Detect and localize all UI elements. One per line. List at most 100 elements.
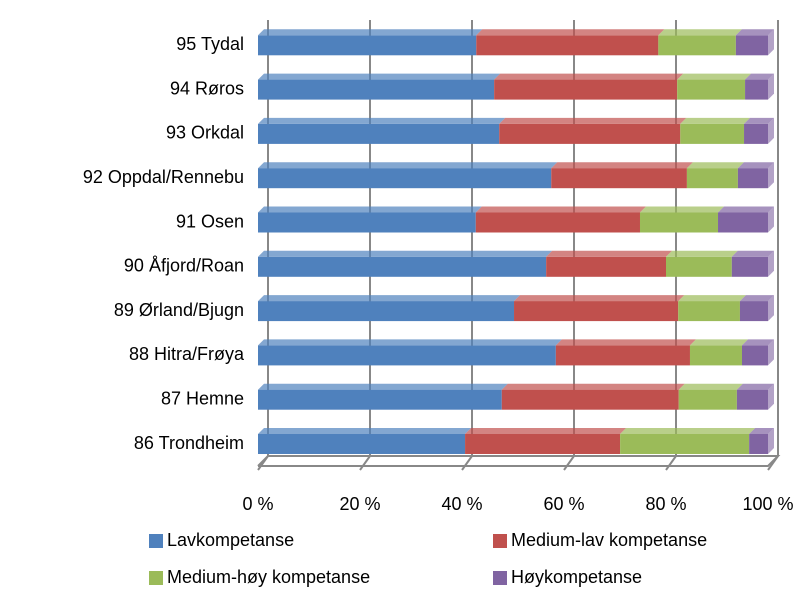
bar-top [499,117,687,124]
bar-segment [475,212,640,233]
bar-segment [494,79,678,100]
y-tick-label: 88 Hitra/Frøya [129,344,245,364]
bar-top [686,162,744,169]
bar-top [514,295,685,302]
legend-swatch [149,571,163,585]
tick-mark [257,455,269,471]
bar-segment [745,79,768,100]
bar-top [658,29,742,36]
bar-top [501,383,685,390]
bar-top [741,339,774,346]
bar-top [546,250,672,257]
bar-segment [680,123,745,144]
bar-top [678,383,743,390]
bar-top [465,428,627,434]
bar-segment [735,35,768,56]
bar-top [258,383,508,390]
bar-segment [686,168,738,189]
bar-top [258,250,553,257]
x-tick-label: 100 % [742,494,793,514]
tick-mark [767,455,779,471]
bar-end [768,162,774,189]
y-tick-label: 93 Orkdal [166,123,244,143]
bar-segment [258,434,466,454]
bar-segment [258,79,495,100]
bar-segment [620,434,750,454]
tick-mark [359,455,371,471]
x-tick-label: 40 % [441,494,482,514]
bar-segment [258,389,502,410]
bar-segment [639,212,719,233]
bar-segment [736,389,768,410]
bar-end [768,339,774,366]
bar-top [258,428,472,434]
bar-segment [501,389,679,410]
bar-top [476,29,665,36]
bar-segment [678,389,737,410]
bar-top [258,162,558,169]
bar-top [666,250,738,257]
bar-segment [731,256,768,277]
legend-swatch [493,571,507,585]
bar-top [258,295,521,302]
bar-segment [258,168,552,189]
y-tick-label: 89 Ørland/Bjugn [114,300,244,320]
bar-top [475,206,646,213]
bar-segment [666,256,732,277]
bar-segment [476,35,659,56]
legend-label: Medium-høy kompetanse [167,567,370,587]
x-tick-label: 60 % [543,494,584,514]
bar-end [768,73,774,100]
bar-segment [258,301,515,322]
bar-segment [744,123,768,144]
bar-segment [658,35,736,56]
bar-top [689,339,748,346]
bar-top [258,73,501,80]
x-tick-label: 20 % [339,494,380,514]
bar-segment [258,123,500,144]
bar-top [551,162,693,169]
bar-end [768,29,774,56]
bar-end [768,295,774,322]
bar-segment [749,434,768,454]
bar-segment [678,301,740,322]
bar-segment [677,79,746,100]
legend-label: Høykompetanse [511,567,642,587]
bar-segment [741,345,768,366]
y-tick-label: 92 Oppdal/Rennebu [83,167,244,187]
axis-floor [258,455,781,467]
bar-segment [514,301,679,322]
y-tick-label: 86 Trondheim [134,433,244,453]
bar-top [731,250,774,257]
bar-top [258,339,562,346]
legend-swatch [493,534,507,548]
bar-end [768,250,774,277]
tick-mark [563,455,575,471]
legend-swatch [149,534,163,548]
bar-end [768,383,774,410]
bar-top [680,117,751,124]
bar-segment [258,212,476,233]
bar-top [258,206,482,213]
bar-segment [551,168,687,189]
bar-segment [499,123,681,144]
bar-end [768,117,774,144]
bar-top [494,73,684,80]
y-tick-label: 94 Røros [170,78,244,98]
bar-end [768,206,774,233]
y-tick-label: 91 Osen [176,211,244,231]
legend-label: Medium-lav kompetanse [511,530,707,550]
bar-top [639,206,725,213]
y-tick-label: 87 Hemne [161,388,244,408]
bar-segment [737,168,768,189]
x-tick-label: 0 % [242,494,273,514]
bar-segment [465,434,621,454]
bar-top [678,295,746,302]
bar-top [735,29,774,36]
bar-segment [718,212,768,233]
tick-mark [461,455,473,471]
bar-top [737,162,774,169]
bar-top [258,117,506,124]
bar-segment [258,345,556,366]
